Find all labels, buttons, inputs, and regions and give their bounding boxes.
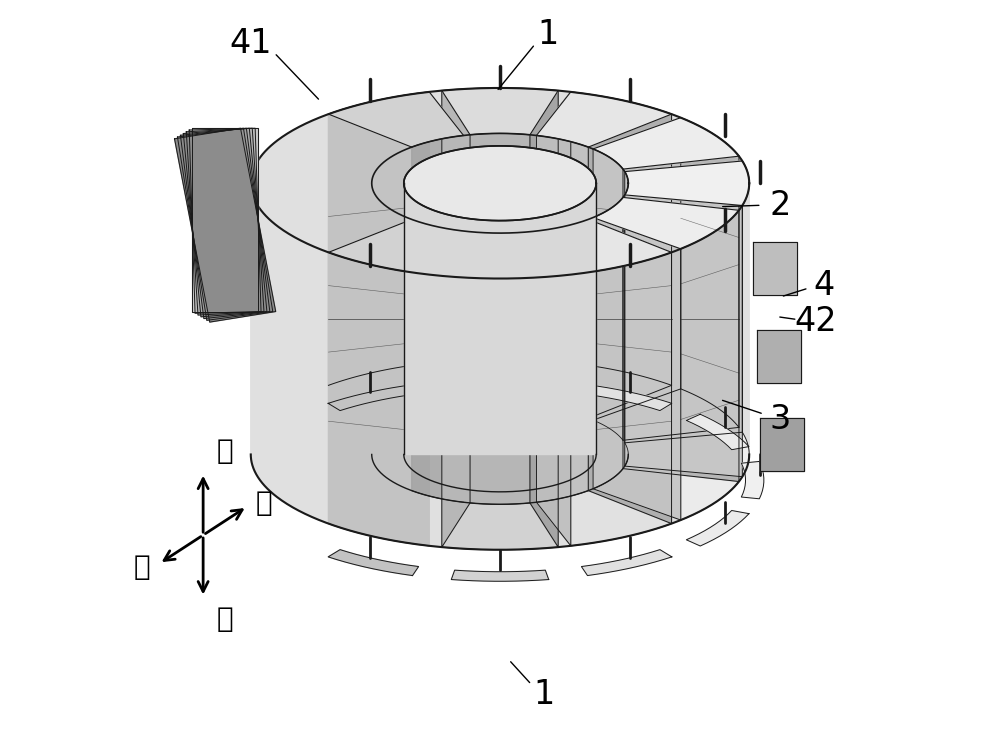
Polygon shape: [442, 232, 558, 279]
Polygon shape: [530, 232, 558, 406]
Polygon shape: [593, 218, 681, 420]
Polygon shape: [442, 91, 470, 547]
Polygon shape: [593, 118, 739, 169]
Polygon shape: [760, 418, 804, 471]
Polygon shape: [593, 118, 681, 520]
Polygon shape: [328, 385, 419, 410]
Text: 外: 外: [134, 553, 150, 581]
Text: 下: 下: [216, 605, 233, 633]
Polygon shape: [625, 161, 742, 476]
Text: 42: 42: [794, 304, 837, 338]
Polygon shape: [741, 462, 764, 498]
Polygon shape: [623, 197, 739, 441]
Polygon shape: [404, 183, 596, 454]
Polygon shape: [536, 219, 672, 275]
Polygon shape: [442, 88, 558, 135]
Polygon shape: [571, 92, 672, 546]
Polygon shape: [183, 128, 267, 317]
Polygon shape: [470, 232, 530, 406]
Polygon shape: [404, 146, 596, 221]
Text: 3: 3: [769, 402, 791, 436]
Polygon shape: [536, 231, 571, 407]
Polygon shape: [177, 128, 273, 320]
Polygon shape: [588, 114, 672, 523]
Polygon shape: [186, 128, 264, 315]
Text: 41: 41: [230, 27, 272, 61]
Polygon shape: [681, 118, 739, 520]
Polygon shape: [251, 88, 749, 550]
Polygon shape: [536, 92, 672, 147]
Polygon shape: [442, 232, 470, 406]
Polygon shape: [530, 91, 558, 547]
Polygon shape: [581, 550, 672, 575]
Text: 上: 上: [216, 438, 233, 465]
Polygon shape: [625, 172, 628, 466]
Polygon shape: [625, 161, 749, 205]
Polygon shape: [451, 379, 549, 390]
Polygon shape: [451, 570, 549, 581]
Polygon shape: [681, 210, 739, 427]
Polygon shape: [412, 219, 464, 419]
Polygon shape: [753, 242, 797, 295]
Text: 1: 1: [537, 18, 558, 51]
Polygon shape: [593, 197, 739, 248]
Polygon shape: [192, 128, 258, 312]
Polygon shape: [175, 128, 276, 322]
Polygon shape: [536, 92, 571, 546]
Polygon shape: [189, 128, 261, 313]
Polygon shape: [442, 88, 558, 550]
Polygon shape: [470, 133, 530, 504]
Text: 内: 内: [256, 489, 273, 517]
Polygon shape: [328, 252, 429, 386]
Polygon shape: [328, 550, 419, 575]
Polygon shape: [180, 128, 270, 319]
Polygon shape: [328, 219, 464, 275]
Text: 2: 2: [769, 188, 791, 222]
Polygon shape: [593, 197, 623, 441]
Polygon shape: [588, 219, 672, 419]
Polygon shape: [571, 252, 672, 386]
Polygon shape: [412, 136, 464, 502]
Polygon shape: [536, 136, 588, 502]
Text: 4: 4: [813, 269, 835, 303]
Polygon shape: [581, 385, 672, 410]
Polygon shape: [328, 92, 464, 147]
Polygon shape: [593, 149, 623, 489]
Polygon shape: [623, 156, 739, 482]
Polygon shape: [536, 219, 588, 419]
Polygon shape: [328, 92, 429, 546]
Polygon shape: [442, 276, 558, 362]
Polygon shape: [757, 330, 801, 383]
Text: 1: 1: [533, 677, 555, 711]
Polygon shape: [686, 510, 749, 546]
Polygon shape: [742, 161, 749, 476]
Polygon shape: [686, 414, 749, 450]
Polygon shape: [625, 195, 742, 443]
